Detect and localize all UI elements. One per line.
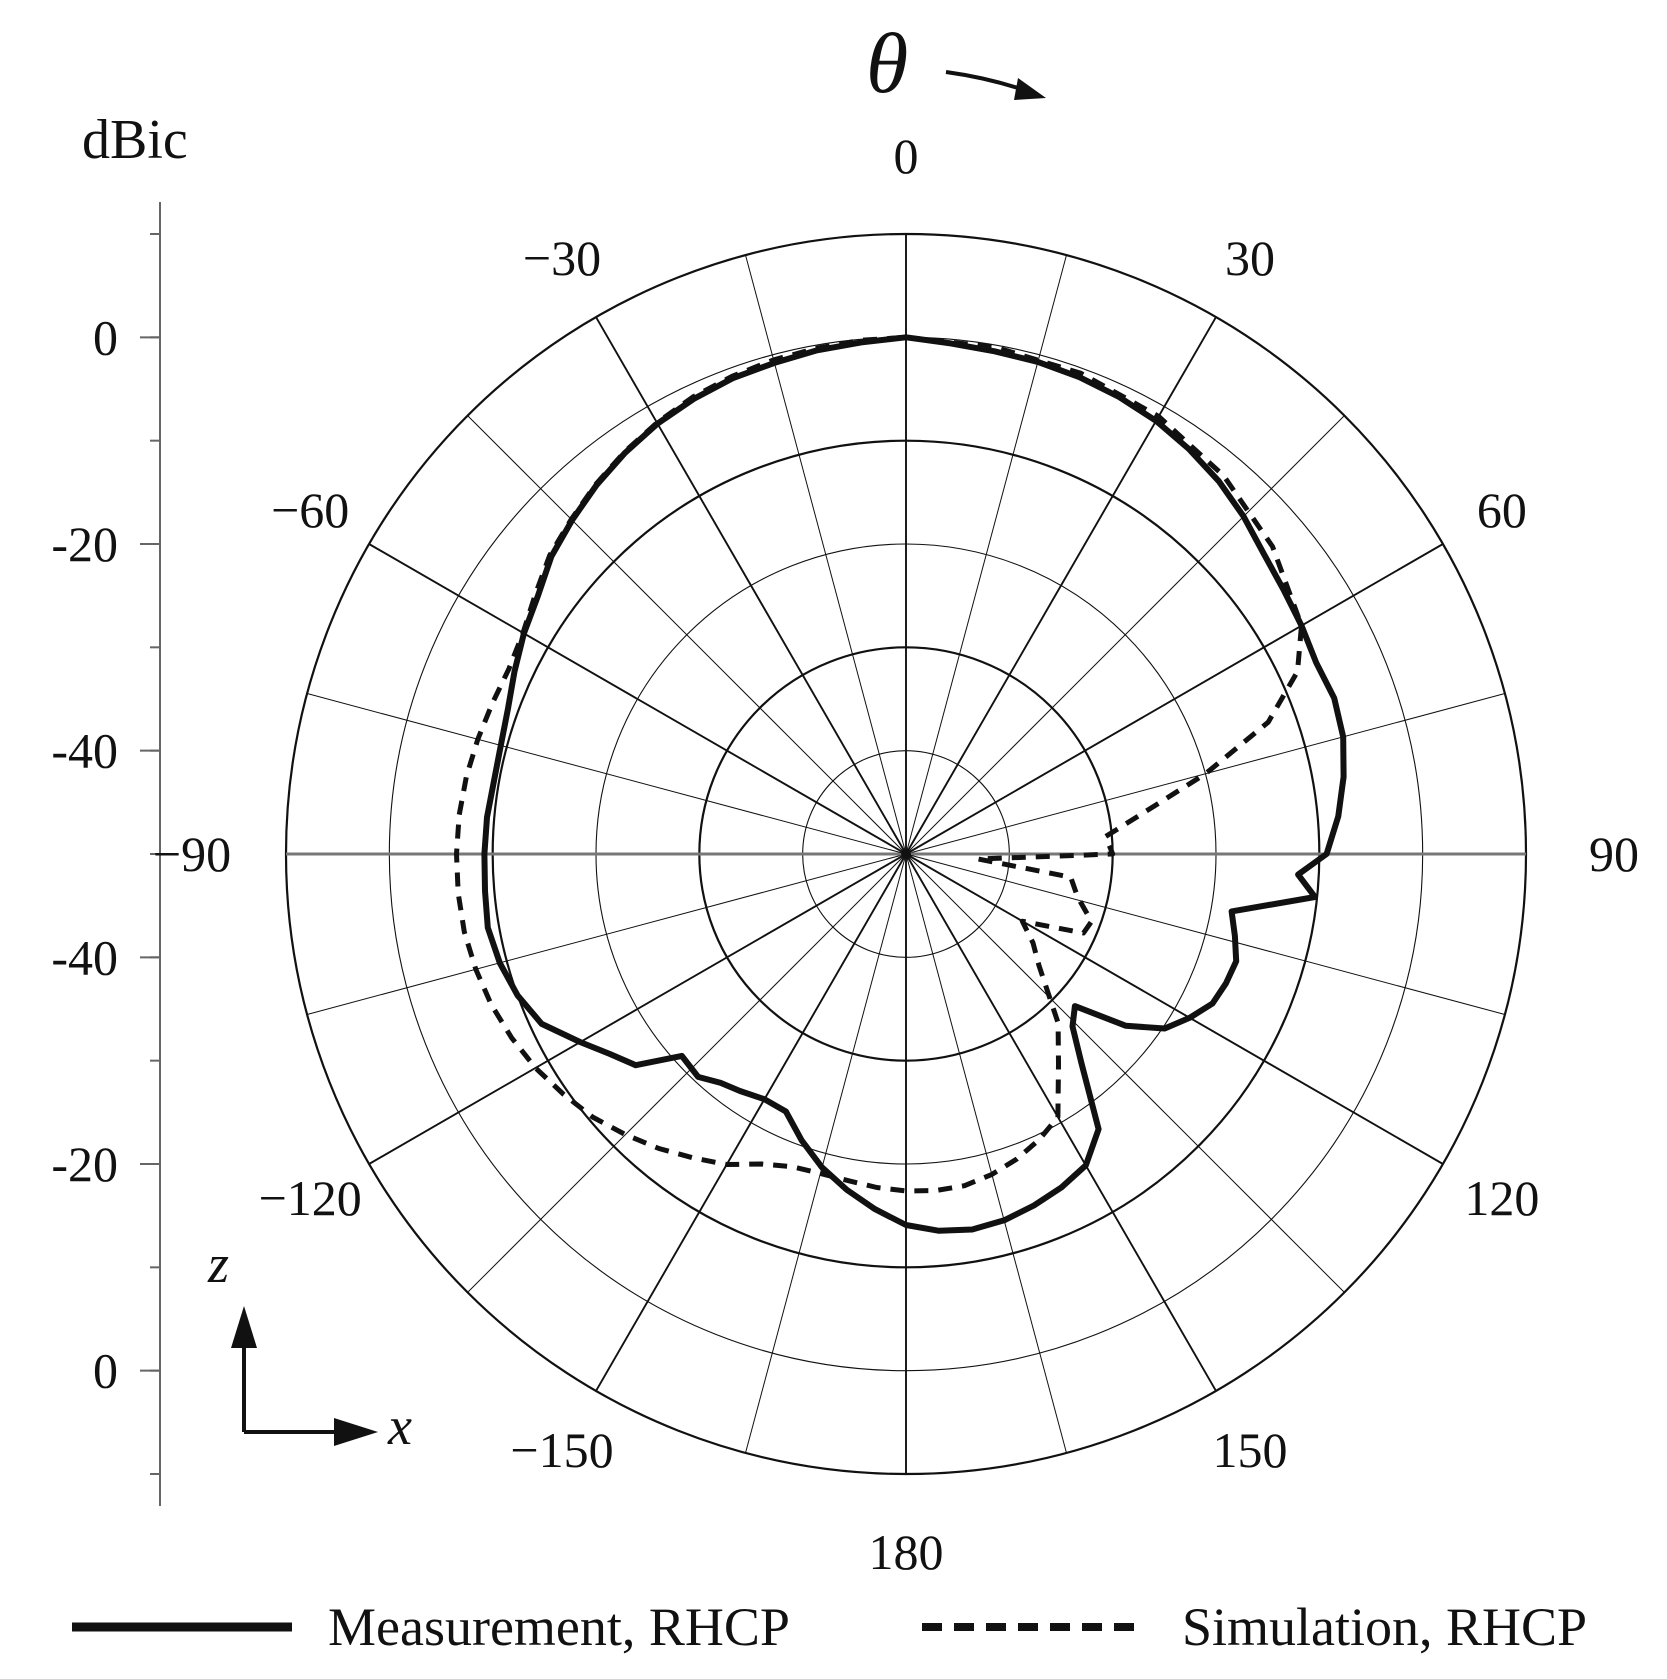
grid-spoke-300 [368, 543, 907, 855]
z-axis-label: z [207, 1234, 229, 1294]
angle-label-150: 150 [1213, 1422, 1288, 1478]
angle-tick-labels: 0 30 60 90 120 150 180 −150 −120 −90 −60 −30 [153, 128, 1639, 1580]
grid-spoke-150 [905, 853, 1217, 1392]
radial-tick-label: -40 [51, 929, 118, 985]
data-series-layer [454, 334, 1347, 1234]
grid-spoke-105 [905, 853, 1506, 1015]
grid-spoke-330 [595, 316, 907, 855]
angle-label--30: −30 [523, 230, 601, 286]
angle-label-0: 0 [894, 128, 919, 184]
angle-label-120: 120 [1464, 1170, 1539, 1226]
legend: Measurement, RHCP Simulation, RHCP [72, 1597, 1587, 1657]
angle-label--150: −150 [510, 1422, 613, 1478]
grid-spoke-165 [905, 853, 1067, 1454]
grid-spoke-195 [745, 853, 907, 1454]
grid-spoke-285 [306, 693, 907, 855]
measurement-rhcp-curve [481, 334, 1347, 1234]
theta-symbol: θ [866, 15, 908, 111]
grid-spoke-15 [905, 254, 1067, 855]
x-axis-label: x [387, 1396, 412, 1456]
radial-tick-label: -20 [51, 516, 118, 572]
grid-spoke-135 [905, 853, 1345, 1293]
angle-label-60: 60 [1477, 482, 1527, 538]
angle-label-30: 30 [1225, 230, 1275, 286]
grid-spoke-255 [306, 853, 907, 1015]
radial-tick-label: 0 [93, 1343, 118, 1399]
grid-spoke-60 [905, 543, 1444, 855]
grid-spoke-315 [467, 415, 907, 855]
grid-spoke-225 [467, 853, 907, 1293]
radial-tick-label: 0 [93, 309, 118, 365]
polar-grid [284, 232, 1528, 1476]
grid-spoke-210 [595, 853, 907, 1392]
grid-spoke-240 [368, 853, 907, 1165]
radial-unit-label: dBic [82, 109, 188, 171]
angle-label--90: −90 [153, 826, 231, 882]
theta-arrowhead-icon [1014, 78, 1046, 100]
radial-tick-label: -20 [51, 1136, 118, 1192]
legend-label-simulation: Simulation, RHCP [1182, 1597, 1587, 1657]
simulation-rhcp-curve [454, 334, 1304, 1194]
grid-spoke-75 [905, 693, 1506, 855]
angle-label-180: 180 [869, 1524, 944, 1580]
grid-spoke-30 [905, 316, 1217, 855]
radial-tick-label: -40 [51, 723, 118, 779]
angle-label--60: −60 [271, 482, 349, 538]
radial-scale-axis: 0 -20 -40 -40 -20 0 [51, 202, 161, 1506]
grid-spoke-45 [905, 415, 1345, 855]
grid-spoke-120 [905, 853, 1444, 1165]
angle-label-90: 90 [1589, 826, 1639, 882]
legend-label-measurement: Measurement, RHCP [328, 1597, 790, 1657]
coordinate-axes-icon [231, 1306, 378, 1446]
polar-center-dot [901, 849, 911, 859]
angle-label--120: −120 [259, 1170, 362, 1226]
grid-spoke-345 [745, 254, 907, 855]
